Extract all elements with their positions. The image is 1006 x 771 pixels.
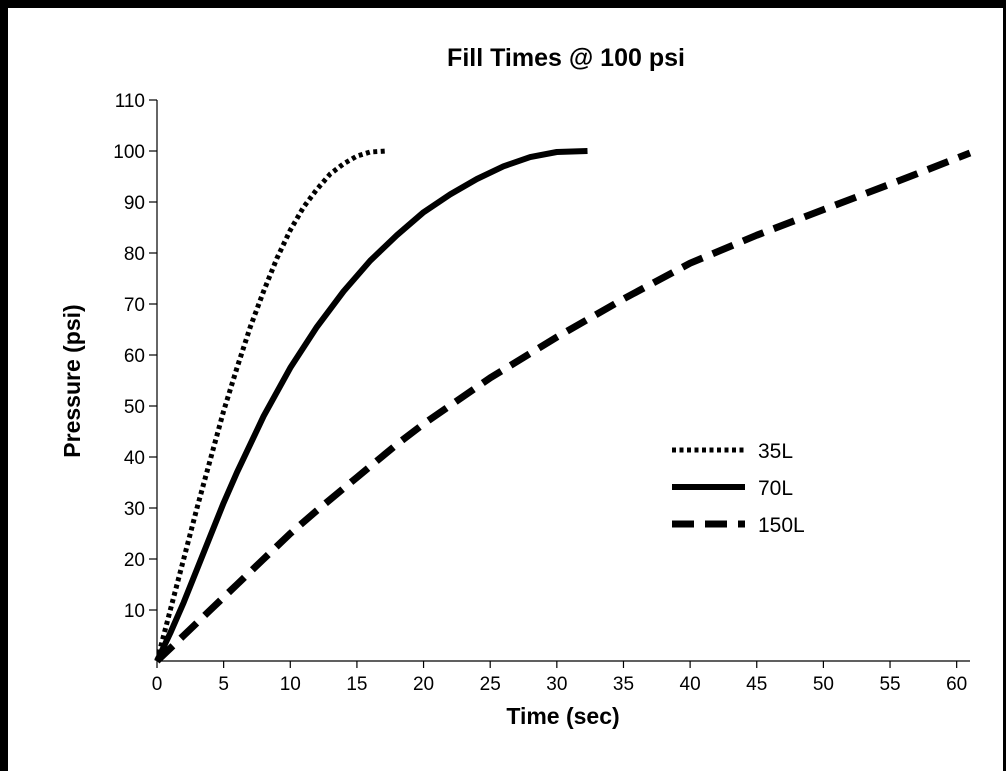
- x-tick-label: 15: [346, 674, 367, 695]
- y-tick-label: 70: [124, 295, 145, 316]
- chart-title: Fill Times @ 100 psi: [447, 44, 685, 72]
- x-tick-label: 35: [613, 674, 634, 695]
- y-tick-label: 110: [115, 91, 145, 112]
- x-tick-label: 10: [280, 674, 301, 695]
- y-tick-label: 10: [124, 601, 145, 622]
- y-ticks: 10 20 30 40 50 60 70 80 90 100 110: [113, 91, 157, 622]
- x-tick-label: 5: [218, 674, 229, 695]
- series-line-35l: [154, 148, 387, 662]
- y-tick-label: 90: [124, 193, 145, 214]
- x-tick-label: 25: [480, 674, 501, 695]
- x-tick-label: 55: [879, 674, 900, 695]
- x-tick-label: 45: [746, 674, 767, 695]
- y-tick-label: 30: [124, 499, 145, 520]
- legend: 35L 70L 150L: [672, 440, 805, 537]
- legend-label-150l: 150L: [758, 514, 805, 537]
- x-tick-label: 20: [413, 674, 434, 695]
- y-tick-label: 50: [124, 397, 145, 418]
- legend-label-70l: 70L: [758, 477, 793, 500]
- legend-label-35l: 35L: [758, 440, 793, 463]
- y-tick-label: 60: [124, 346, 145, 367]
- series-line-70l: [154, 148, 588, 663]
- x-tick-label: 60: [946, 674, 967, 695]
- y-axis-title: Pressure (psi): [59, 304, 85, 457]
- y-tick-label: 20: [124, 550, 145, 571]
- x-tick-label: 30: [546, 674, 567, 695]
- x-tick-label: 40: [680, 674, 701, 695]
- y-tick-label: 80: [124, 244, 145, 265]
- series-line-150l: [154, 149, 972, 664]
- x-tick-label: 0: [152, 674, 163, 695]
- series-layer: [154, 148, 972, 664]
- x-ticks: 0 5 10 15 20 25 30 35 40 45 50 55 60: [152, 661, 967, 695]
- axes: [156, 100, 970, 662]
- x-tick-label: 50: [813, 674, 834, 695]
- y-tick-label: 40: [124, 448, 145, 469]
- x-axis-title: Time (sec): [506, 703, 619, 729]
- y-tick-label: 100: [113, 142, 145, 163]
